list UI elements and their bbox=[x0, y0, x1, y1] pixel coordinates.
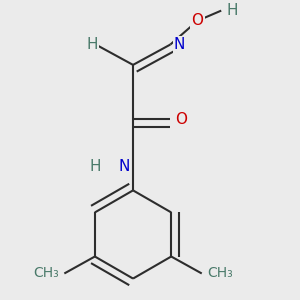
Text: O: O bbox=[176, 112, 188, 127]
Text: H: H bbox=[226, 3, 238, 18]
Text: H: H bbox=[89, 159, 101, 174]
Text: CH₃: CH₃ bbox=[34, 266, 59, 280]
Text: H: H bbox=[87, 37, 98, 52]
Text: O: O bbox=[191, 13, 203, 28]
Text: CH₃: CH₃ bbox=[207, 266, 232, 280]
Text: N: N bbox=[174, 37, 185, 52]
Text: N: N bbox=[118, 159, 130, 174]
